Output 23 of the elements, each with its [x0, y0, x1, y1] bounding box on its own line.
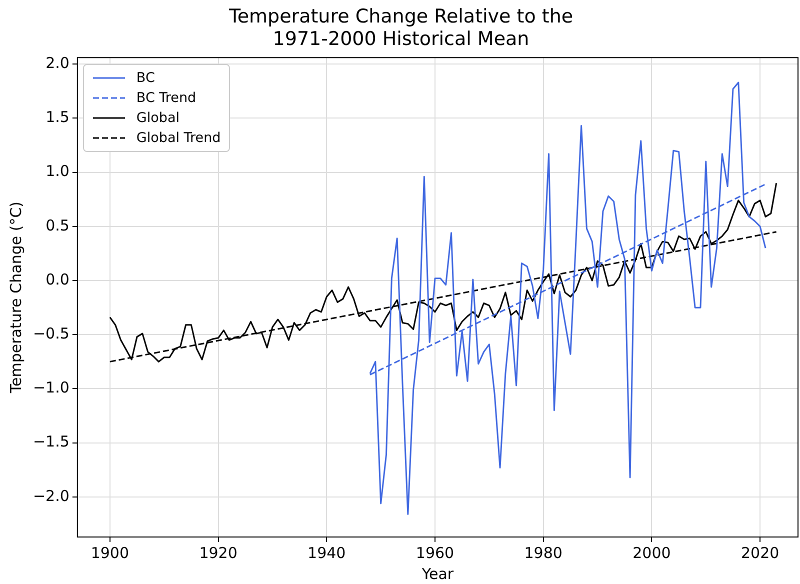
x-tick-label: 1920 — [199, 544, 238, 562]
x-tick-label: 2000 — [632, 544, 671, 562]
y-tick-label: 1.0 — [46, 162, 70, 180]
x-tick-label: 1980 — [524, 544, 562, 562]
legend-label: Global — [136, 108, 180, 128]
y-tick-label: 2.0 — [46, 54, 70, 72]
x-tick-label: 2020 — [740, 544, 780, 562]
x-tick-label: 1900 — [90, 544, 130, 562]
x-tick-label: 1960 — [416, 544, 454, 562]
y-tick-label: −1.5 — [32, 432, 70, 451]
y-axis-title: Temperature Change (°C) — [6, 201, 25, 394]
x-axis-title: Year — [420, 564, 454, 583]
chart-title: Temperature Change Relative to the 1971-2000 Historical Mean — [228, 5, 574, 50]
y-tick-label: −1.0 — [32, 378, 70, 397]
y-tick-label: −2.0 — [32, 486, 70, 505]
y-tick-label: 1.5 — [46, 108, 70, 126]
legend-label: Global Trend — [136, 128, 221, 148]
y-tick-label: −0.5 — [32, 324, 70, 343]
y-tick-label: 0.5 — [46, 216, 70, 234]
legend-label: BC — [136, 68, 155, 88]
legend-label: BC Trend — [136, 88, 196, 108]
y-tick-label: 0.0 — [46, 270, 70, 288]
x-tick-label: 1940 — [308, 544, 346, 562]
